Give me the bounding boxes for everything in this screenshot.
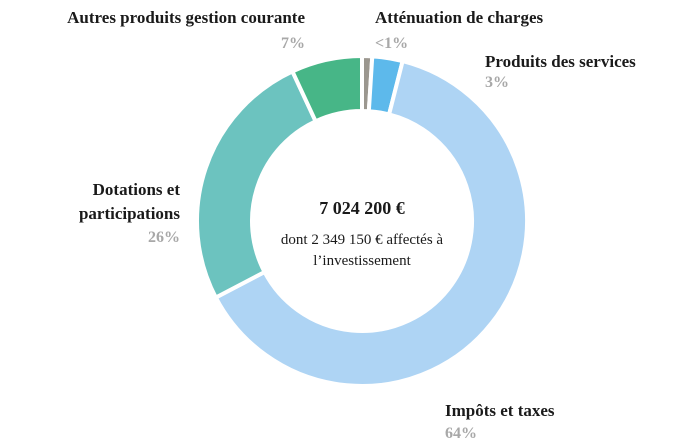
center-sublabel: dont 2 349 150 € affectés à l’investisse… xyxy=(280,232,444,269)
value-label: 64% xyxy=(445,425,477,442)
value-label: 7% xyxy=(281,35,305,52)
category-label: Autres produits gestion courante xyxy=(67,8,305,27)
category-label: Dotations et participations xyxy=(78,180,180,223)
value-label: 26% xyxy=(148,229,180,246)
category-label: Impôts et taxes xyxy=(445,401,555,420)
donut-segment xyxy=(289,53,364,124)
value-label: <1% xyxy=(375,35,409,52)
category-label: Produits des services xyxy=(485,52,636,71)
value-label: 3% xyxy=(485,74,509,91)
center-label: 7 024 200 € xyxy=(319,198,405,218)
category-label: Atténuation de charges xyxy=(375,8,544,27)
donut-segment xyxy=(213,58,529,388)
